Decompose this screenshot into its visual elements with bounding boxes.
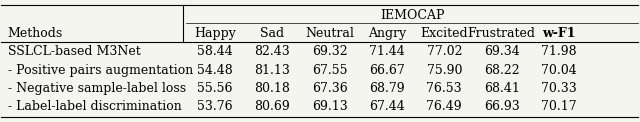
Text: 67.44: 67.44 — [369, 100, 404, 113]
Text: Neutral: Neutral — [305, 27, 354, 40]
Text: 68.79: 68.79 — [369, 82, 404, 95]
Text: 69.34: 69.34 — [484, 45, 520, 58]
Text: 71.44: 71.44 — [369, 45, 404, 58]
Text: 80.18: 80.18 — [254, 82, 290, 95]
Text: 67.55: 67.55 — [312, 64, 348, 77]
Text: Excited: Excited — [420, 27, 468, 40]
Text: 55.56: 55.56 — [197, 82, 232, 95]
Text: 66.93: 66.93 — [484, 100, 520, 113]
Text: 54.48: 54.48 — [197, 64, 233, 77]
Text: 82.43: 82.43 — [254, 45, 290, 58]
Text: 69.13: 69.13 — [312, 100, 348, 113]
Text: - Positive pairs augmentation: - Positive pairs augmentation — [8, 64, 193, 77]
Text: IEMOCAP: IEMOCAP — [380, 9, 445, 22]
Text: 77.02: 77.02 — [426, 45, 462, 58]
Text: Frustrated: Frustrated — [468, 27, 536, 40]
Text: 58.44: 58.44 — [197, 45, 233, 58]
Text: 71.98: 71.98 — [541, 45, 577, 58]
Text: 68.22: 68.22 — [484, 64, 520, 77]
Text: 75.90: 75.90 — [426, 64, 462, 77]
Text: Angry: Angry — [368, 27, 406, 40]
Text: Happy: Happy — [194, 27, 236, 40]
Text: - Negative sample-label loss: - Negative sample-label loss — [8, 82, 186, 95]
Text: 68.41: 68.41 — [484, 82, 520, 95]
Text: 70.33: 70.33 — [541, 82, 577, 95]
Text: 70.04: 70.04 — [541, 64, 577, 77]
Text: Sad: Sad — [260, 27, 284, 40]
Text: 69.32: 69.32 — [312, 45, 348, 58]
Text: 80.69: 80.69 — [254, 100, 290, 113]
Text: w-F1: w-F1 — [542, 27, 576, 40]
Text: 53.76: 53.76 — [197, 100, 233, 113]
Text: SSLCL-based M3Net: SSLCL-based M3Net — [8, 45, 141, 58]
Text: 67.36: 67.36 — [312, 82, 348, 95]
Text: 70.17: 70.17 — [541, 100, 577, 113]
Text: - Label-label discrimination: - Label-label discrimination — [8, 100, 182, 113]
Text: 76.49: 76.49 — [426, 100, 462, 113]
Text: 66.67: 66.67 — [369, 64, 404, 77]
Text: 81.13: 81.13 — [254, 64, 290, 77]
Text: Methods: Methods — [8, 27, 63, 40]
Text: 76.53: 76.53 — [426, 82, 462, 95]
